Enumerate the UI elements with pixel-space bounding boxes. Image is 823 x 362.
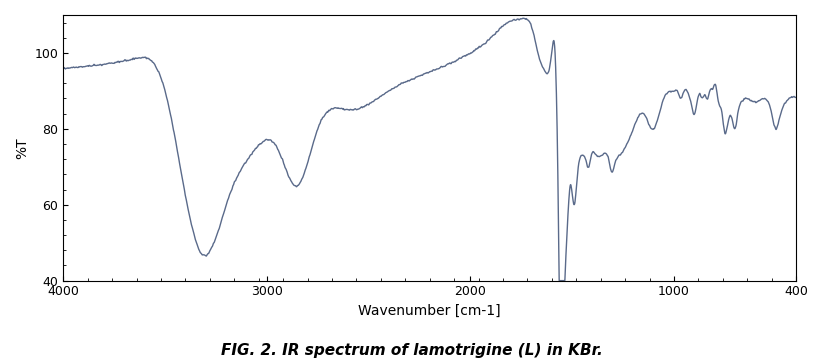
X-axis label: Wavenumber [cm-1]: Wavenumber [cm-1] bbox=[358, 304, 501, 318]
Y-axis label: %T: %T bbox=[15, 137, 29, 159]
Text: FIG. 2. IR spectrum of lamotrigine (L) in KBr.: FIG. 2. IR spectrum of lamotrigine (L) i… bbox=[221, 343, 602, 358]
